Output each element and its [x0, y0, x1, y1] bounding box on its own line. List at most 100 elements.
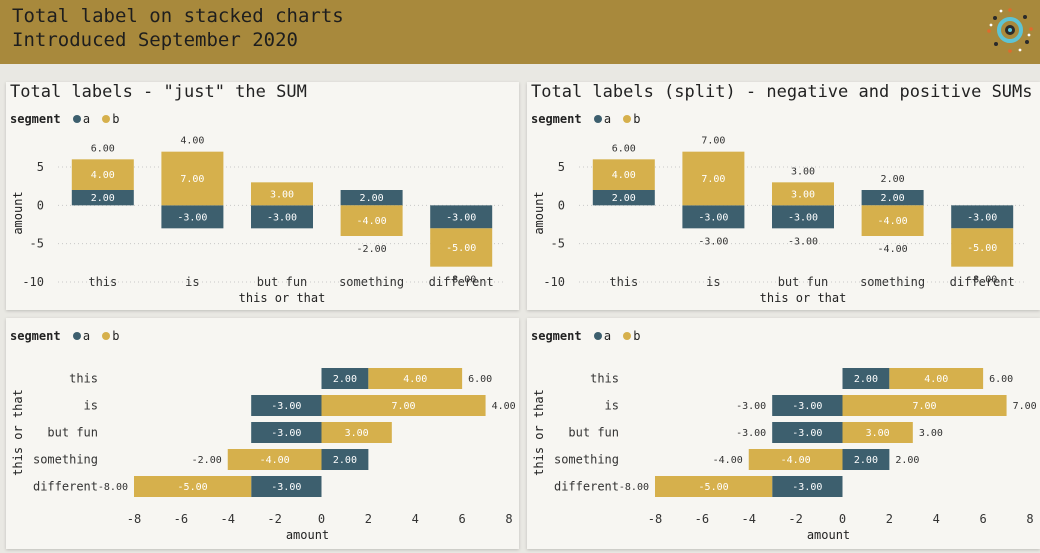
bar-b-something	[340, 205, 403, 236]
legend-label-a: a	[603, 329, 612, 343]
bar-b-is	[161, 151, 224, 206]
network-logo-icon	[987, 8, 1033, 53]
bar-a-something	[861, 190, 924, 206]
y-tick-label: but fun	[47, 426, 98, 440]
bar-a-something	[842, 449, 890, 470]
y-axis-title: this or that	[11, 389, 25, 476]
data-label: 7.00	[180, 174, 204, 185]
x-tick-label: -2	[788, 512, 802, 526]
bar-a-different	[772, 476, 843, 497]
data-label: 2.00	[333, 374, 357, 385]
positive-total-label: 2.00	[881, 174, 905, 185]
data-label: -3.00	[177, 212, 207, 223]
y-tick-label: -5	[551, 237, 565, 251]
data-label: 2.00	[854, 455, 878, 466]
bar-a-different	[251, 476, 322, 497]
panel-title: Total labels - "just" the SUM	[10, 82, 307, 102]
bar-b-different	[951, 228, 1014, 267]
x-axis-title: this or that	[760, 291, 847, 305]
x-tick-label: -8	[127, 512, 141, 526]
bar-b-is	[321, 395, 486, 416]
bar-a-this	[842, 368, 890, 389]
x-tick-label: -8	[648, 512, 662, 526]
y-tick-label: -10	[543, 275, 565, 289]
x-tick-label: -4	[221, 512, 235, 526]
data-label: 7.00	[701, 174, 725, 185]
x-tick-label: 4	[933, 512, 940, 526]
positive-total-label: 7.00	[1013, 401, 1037, 412]
legend-swatch-a	[72, 115, 81, 123]
legend: segment a b	[531, 329, 641, 343]
positive-total-label: 6.00	[989, 374, 1013, 385]
legend-label-a: a	[603, 112, 612, 126]
panel-total-split-column: Total labels (split) - negative and posi…	[527, 82, 1040, 310]
negative-total-label: -8.00	[967, 275, 997, 286]
x-axis-title: this or that	[239, 291, 326, 305]
data-label: 4.00	[924, 374, 948, 385]
legend-label-b: b	[112, 112, 120, 126]
y-tick-label: but fun	[568, 426, 619, 440]
legend-swatch-b	[102, 332, 111, 340]
data-label: -3.00	[271, 428, 301, 439]
total-label: -8.00	[98, 482, 128, 493]
legend-swatch-a	[72, 332, 81, 340]
legend-title: segment	[531, 112, 582, 126]
y-tick-label: different	[554, 480, 619, 494]
legend-label-b: b	[633, 329, 641, 343]
chart-total-sum-bar[interactable]: -8 -6 -4 -2 0 2 4 6 8 amount this or that 2.00 4.00 t…	[6, 318, 519, 549]
bar-a-is	[772, 395, 843, 416]
bar-b-but-fun	[251, 182, 313, 206]
data-label: 3.00	[791, 189, 815, 200]
legend-swatch-b	[102, 115, 111, 123]
chart-total-split-bar[interactable]: -8 -6 -4 -2 0 2 4 6 8 amount this or that 2.00 4.00 t…	[527, 318, 1040, 549]
legend: segment a b	[10, 112, 120, 126]
data-label: -3.00	[792, 428, 822, 439]
bar-a-something	[321, 449, 369, 470]
x-tick-label: is	[706, 275, 720, 289]
x-tick-label: 0	[318, 512, 325, 526]
bar-b-different	[655, 476, 773, 497]
x-tick-label: 8	[505, 512, 512, 526]
legend-swatch-a	[593, 115, 602, 123]
total-label: -2.00	[192, 455, 222, 466]
positive-total-label: 2.00	[895, 455, 919, 466]
x-tick-label: 8	[1026, 512, 1033, 526]
bar-b-is	[682, 151, 745, 206]
chart-total-sum-column[interactable]: 5 0 -5 -10 amount this or that 2.00 4.00 this 6.0…	[6, 82, 519, 310]
y-tick-label: 5	[37, 160, 44, 174]
y-tick-label: is	[84, 399, 98, 413]
x-tick-label: 6	[459, 512, 466, 526]
panel-total-split-bar: segment a b -8 -6 -4 -2 0 2 4 6 8 amount this or t…	[527, 318, 1040, 549]
data-label: 2.00	[333, 455, 357, 466]
y-tick-label: 5	[558, 160, 565, 174]
bar-a-is	[682, 205, 745, 229]
legend-title: segment	[10, 329, 61, 343]
data-label: 4.00	[612, 170, 636, 181]
y-tick-label: is	[605, 399, 619, 413]
negative-total-label: -4.00	[878, 244, 908, 255]
bar-a-but-fun	[772, 205, 834, 229]
bar-b-this	[71, 159, 134, 190]
data-label: -4.00	[357, 216, 387, 227]
bar-a-something	[340, 190, 403, 206]
data-label: -3.00	[271, 482, 301, 493]
y-tick-label: -5	[30, 237, 44, 251]
bar-a-is	[161, 205, 224, 229]
legend-label-a: a	[82, 329, 91, 343]
data-label: -3.00	[446, 212, 476, 223]
bar-a-but-fun	[772, 422, 843, 443]
negative-total-label: -4.00	[713, 455, 743, 466]
x-tick-label: -6	[695, 512, 709, 526]
positive-total-label: 7.00	[701, 136, 725, 147]
y-tick-label: this	[69, 372, 98, 386]
y-tick-label: something	[33, 453, 98, 467]
legend: segment a b	[10, 329, 120, 343]
total-label: 4.00	[492, 401, 516, 412]
chart-total-split-column[interactable]: 5 0 -5 -10 amount this or that 2.00 4.00 this 6.0…	[527, 82, 1040, 310]
y-tick-label: something	[554, 453, 619, 467]
bar-b-different	[430, 228, 493, 267]
x-tick-label: but fun	[778, 275, 829, 289]
bar-a-but-fun	[251, 205, 313, 229]
x-axis-title: amount	[286, 528, 329, 542]
x-tick-label: -4	[742, 512, 756, 526]
